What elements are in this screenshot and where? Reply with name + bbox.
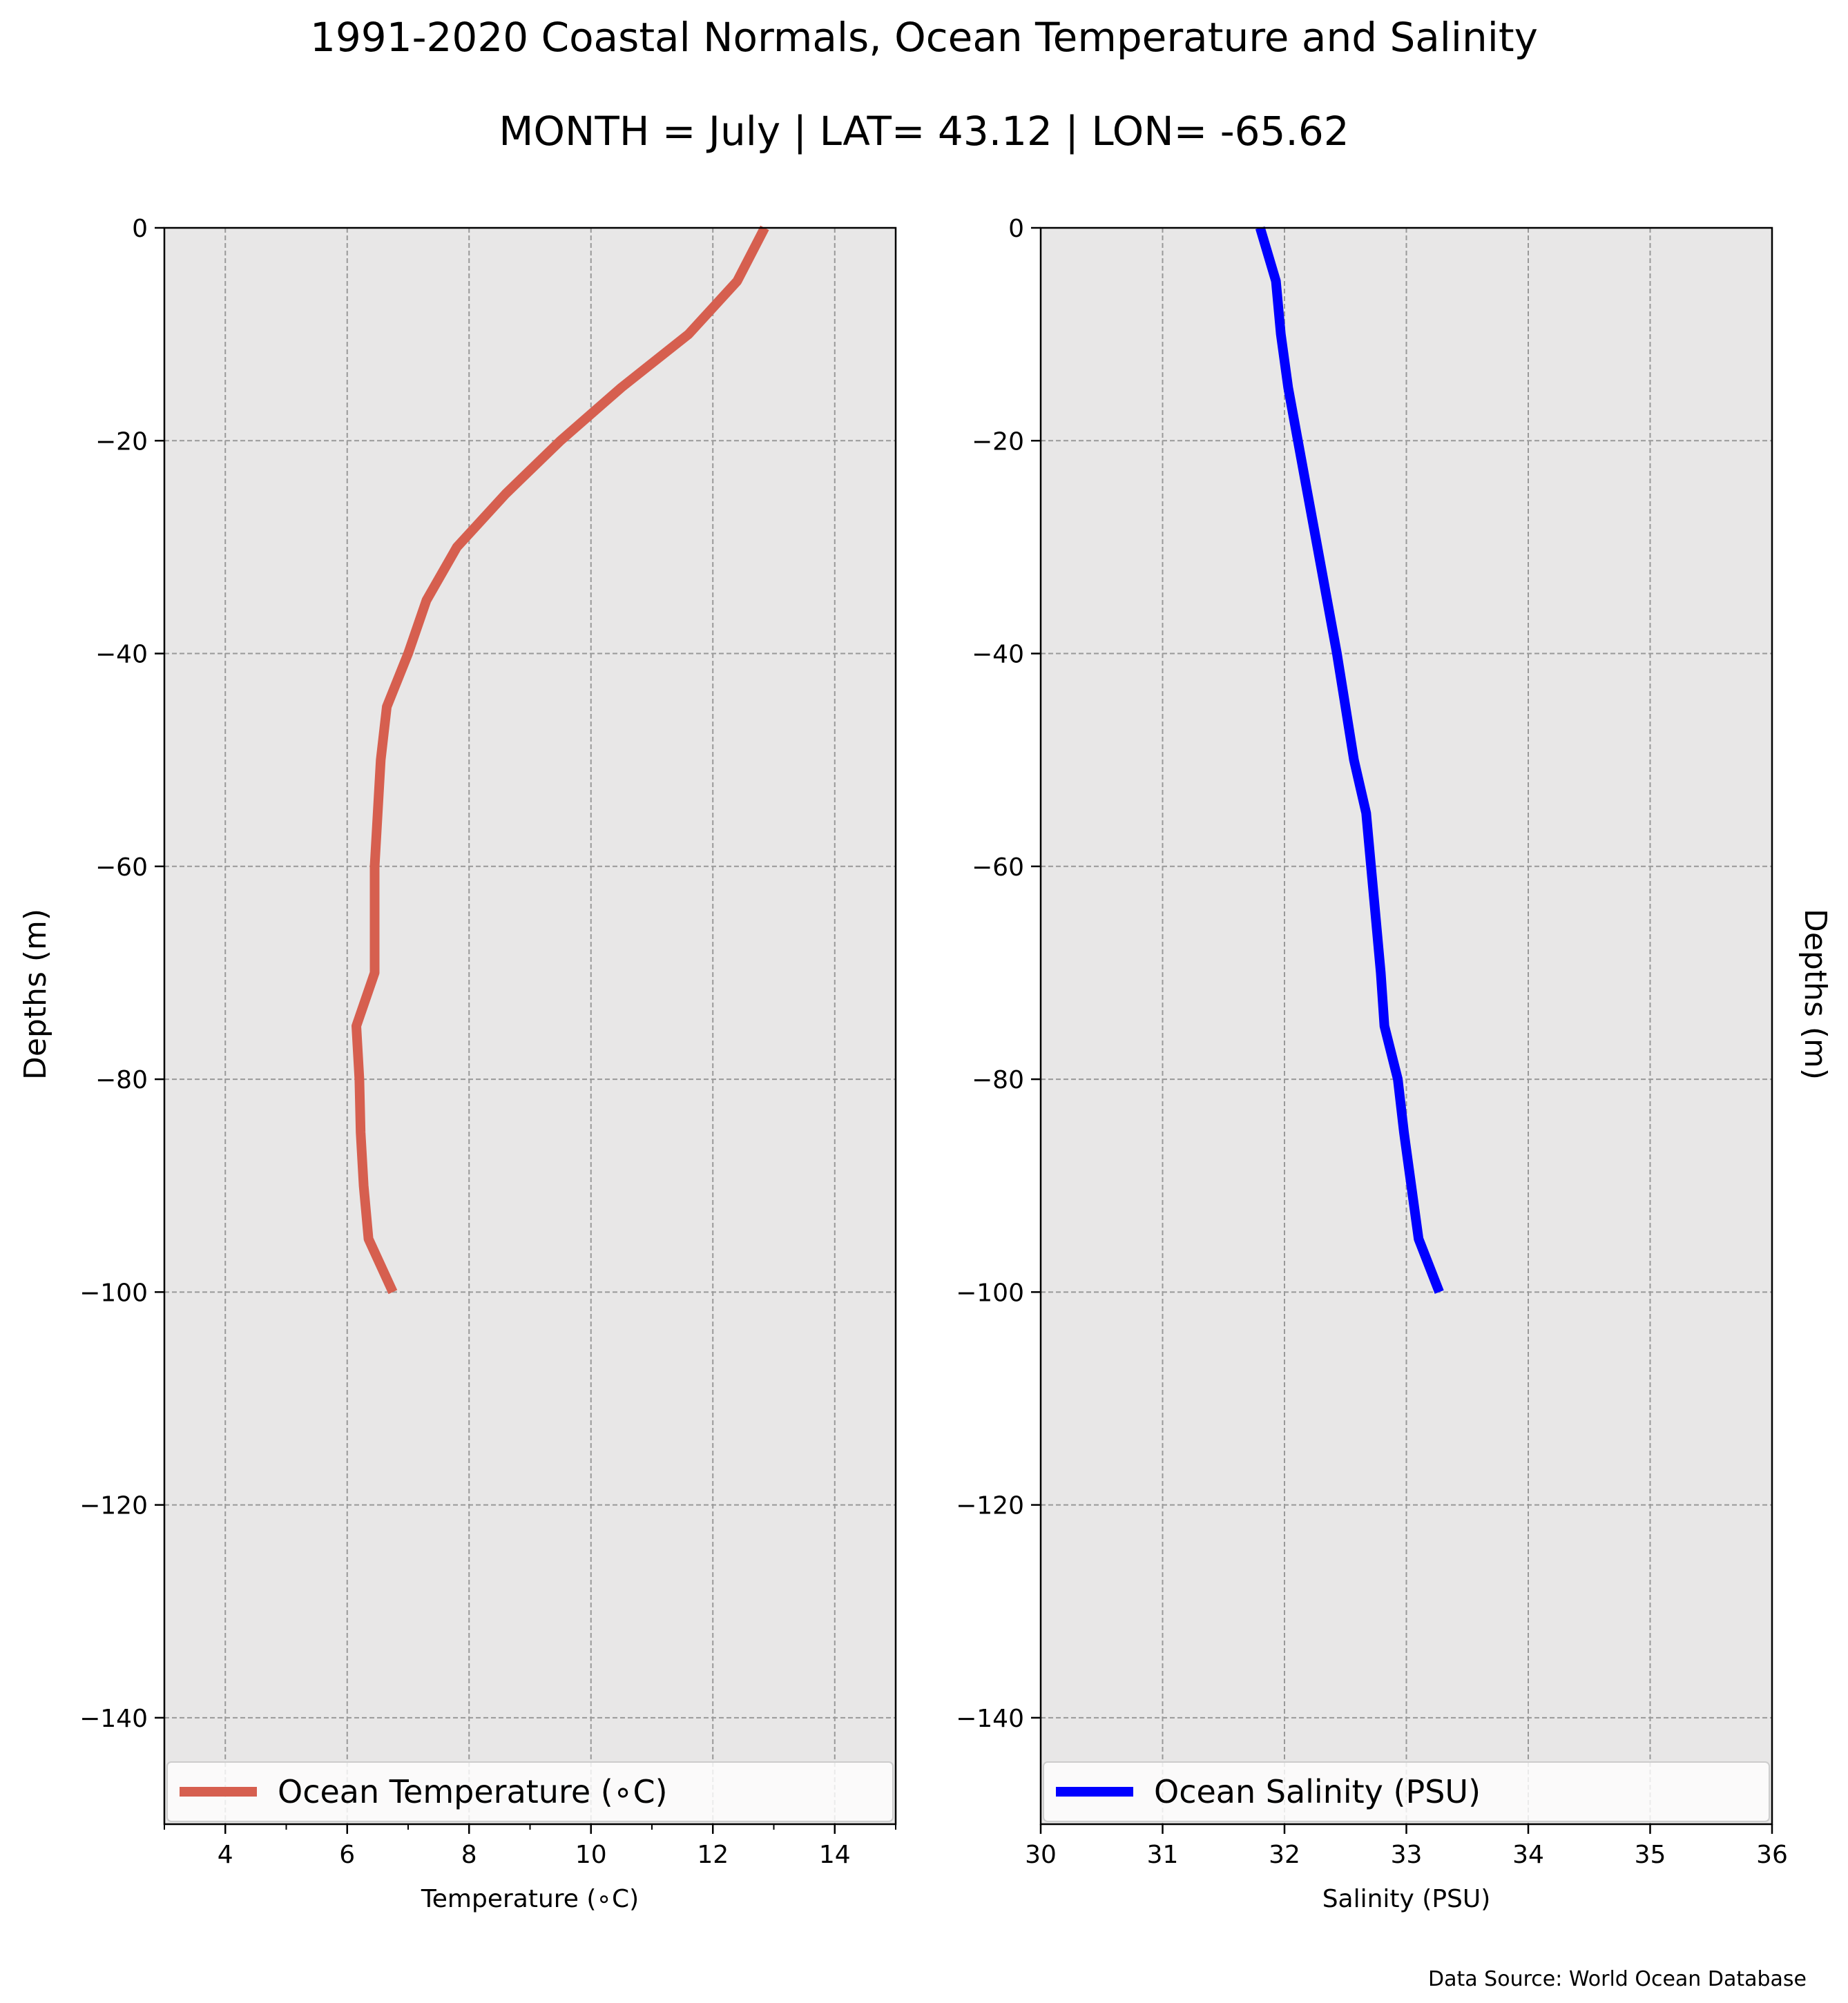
salinity-ytick-label-3: −60: [972, 853, 1024, 882]
temperature-ytick-label-0: 0: [132, 215, 148, 243]
salinity-ytick-label-5: −100: [956, 1279, 1024, 1307]
y-axis-label-right: Depths (m): [1798, 909, 1833, 1080]
temperature-series-line-0: [352, 225, 769, 1295]
temperature-ytick-label-7: −140: [79, 1705, 148, 1733]
temperature-xtick-label-2: 8: [461, 1841, 477, 1869]
temperature-legend-label: Ocean Temperature (∘C): [278, 1773, 668, 1810]
temperature-ytick-label-1: −20: [95, 427, 148, 456]
temperature-x-axis-label: Temperature (∘C): [421, 1885, 639, 1913]
salinity-ytick-label-7: −140: [956, 1705, 1024, 1733]
data-source-note: Data Source: World Ocean Database: [1428, 1967, 1807, 1991]
salinity-xtick-label-4: 34: [1512, 1841, 1544, 1869]
salinity-x-axis-label: Salinity (PSU): [1322, 1885, 1491, 1913]
salinity-xtick-label-5: 35: [1635, 1841, 1666, 1869]
temperature-xtick-label-3: 10: [575, 1841, 607, 1869]
temperature-xtick-label-4: 12: [697, 1841, 729, 1869]
salinity-ytick-label-0: 0: [1008, 215, 1024, 243]
salinity-xtick-label-2: 32: [1269, 1841, 1300, 1869]
chart-title: 1991-2020 Coastal Normals, Ocean Tempera…: [310, 14, 1538, 61]
salinity-xtick-label-1: 31: [1147, 1841, 1179, 1869]
y-axis-label-left: Depths (m): [18, 909, 53, 1080]
temperature-ytick-label-5: −100: [79, 1279, 148, 1307]
temperature-legend-box: [166, 1761, 894, 1822]
salinity-ytick-label-1: −20: [972, 427, 1024, 456]
salinity-legend-box: [1043, 1761, 1770, 1822]
salinity-ytick-label-2: −40: [972, 641, 1024, 669]
temperature-xtick-label-0: 4: [218, 1841, 233, 1869]
salinity-xtick-label-3: 33: [1391, 1841, 1423, 1869]
temperature-panel: 4 6 8 10 12 14 0 −20 −40 −60 −80 −100 −120 −140 Temper…: [79, 215, 897, 1913]
temperature-xtick-label-1: 6: [339, 1841, 355, 1869]
salinity-ytick-label-6: −120: [956, 1492, 1024, 1520]
temperature-xtick-label-5: 14: [819, 1841, 851, 1869]
temperature-plot-background: [164, 228, 896, 1824]
salinity-series-line-0: [1255, 226, 1444, 1294]
temperature-ytick-label-3: −60: [95, 853, 148, 882]
salinity-panel: 30 31 32 33 34 35 36 0 −20 −40 −60 −80 −100 −120 −140 S…: [956, 215, 1788, 1913]
temperature-ytick-label-2: −40: [95, 641, 148, 669]
salinity-legend-label: Ocean Salinity (PSU): [1154, 1773, 1481, 1810]
temperature-ytick-label-4: −80: [95, 1066, 148, 1094]
salinity-xtick-label-6: 36: [1756, 1841, 1788, 1869]
temperature-ytick-label-6: −120: [79, 1492, 148, 1520]
salinity-xtick-label-0: 30: [1025, 1841, 1057, 1869]
salinity-ytick-label-4: −80: [972, 1066, 1024, 1094]
chart-subtitle: MONTH = July | LAT= 43.12 | LON= -65.62: [499, 108, 1349, 155]
